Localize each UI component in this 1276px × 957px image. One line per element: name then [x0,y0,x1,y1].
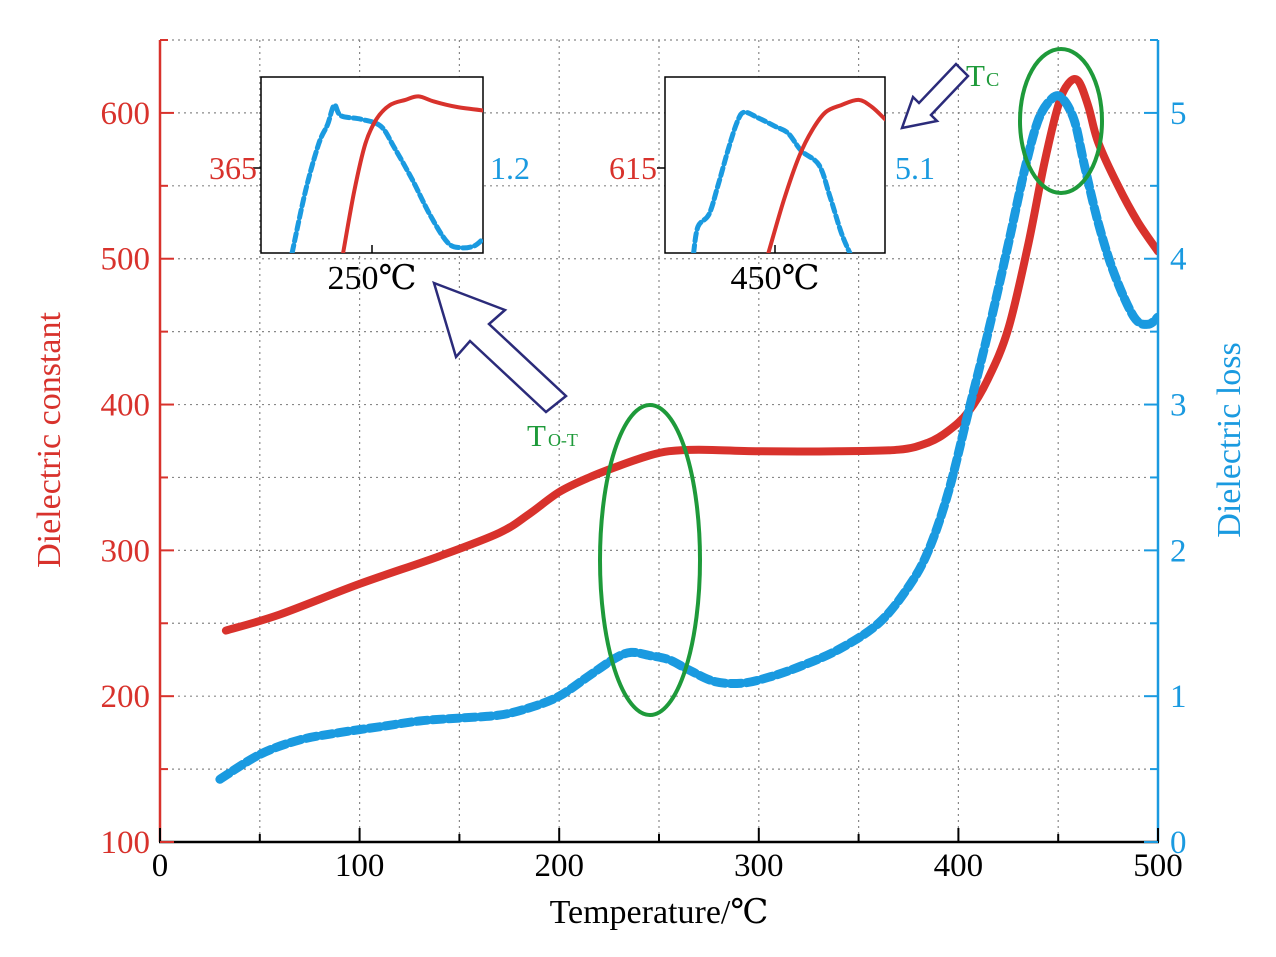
x-tick-label: 300 [734,848,784,884]
inset-250-temperature: 250℃ [327,260,416,297]
to-t-arrow [432,280,568,414]
inset-250-constant-value: 365 [209,150,257,186]
y-left-tick-label: 500 [101,242,151,278]
y-left-tick-label: 600 [101,96,151,132]
inset-constant-line [766,97,885,253]
y-right-tick-label: 2 [1170,533,1187,569]
y-left-tick-label: 100 [101,825,151,861]
inset-450-temperature: 450℃ [730,260,819,297]
y-left-tick-label: 300 [101,533,151,569]
left-axis-title: Dielectric constant [31,312,68,568]
y-right-tick-label: 3 [1170,388,1187,424]
x-tick-label: 500 [1133,848,1183,884]
y-right-tick-label: 1 [1170,679,1187,715]
to-t-label: T O-T [527,418,578,453]
inset-250-loss-value: 1.2 [490,150,530,186]
oT-transition-ellipse [598,403,702,717]
y-right-tick-label: 4 [1170,242,1187,278]
x-tick-label: 200 [534,848,584,884]
curie-ellipse [1018,47,1104,195]
y-left-tick-label: 200 [101,679,151,715]
inset-250-curves [289,94,483,253]
y-right-tick-label: 5 [1170,96,1187,132]
series-layer [215,75,1158,784]
inset-250-frame [260,76,484,254]
inset-450: 450℃ 615 5.1 [609,76,935,297]
x-tick-label: 100 [335,848,385,884]
inset-constant-line [341,94,483,253]
inset-loss-line [289,102,483,253]
x-axis-title: Temperature/℃ [550,894,769,931]
inset-450-curves [691,97,885,253]
tc-label: TC [966,58,999,93]
tc-arrow [900,62,970,130]
inset-loss-line [691,109,853,253]
inset-250: 250℃ 365 1.2 [209,76,530,297]
inset-450-constant-value: 615 [609,150,657,186]
y-right-tick-label: 0 [1170,825,1187,861]
y-left-tick-label: 400 [101,388,151,424]
x-tick-label: 0 [152,848,169,884]
dielectric-loss-line [215,91,1158,784]
inset-450-loss-value: 5.1 [895,150,935,186]
dielectric-constant-line [221,75,1158,635]
right-axis-title: Dielectric loss [1211,342,1248,537]
x-tick-label: 400 [934,848,984,884]
